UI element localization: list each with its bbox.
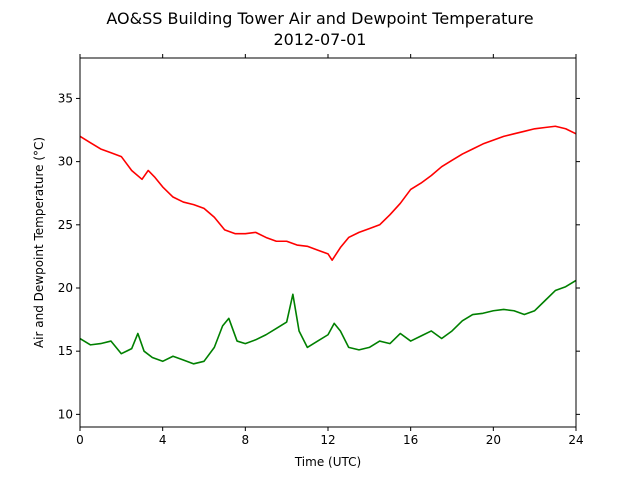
series-line-1 bbox=[79, 279, 577, 365]
x-axis-label: Time (UTC) bbox=[294, 455, 361, 469]
x-tick-label: 4 bbox=[159, 433, 167, 447]
y-axis: 10 15 20 25 30 35 bbox=[58, 91, 580, 421]
plot-series bbox=[79, 125, 577, 365]
x-tick-label: 20 bbox=[486, 433, 501, 447]
x-tick-label: 12 bbox=[320, 433, 335, 447]
y-tick-label: 15 bbox=[58, 344, 73, 358]
series-line-0 bbox=[79, 125, 577, 261]
x-tick-label: 16 bbox=[403, 433, 418, 447]
y-tick-label: 10 bbox=[58, 407, 73, 421]
plot-frame bbox=[79, 57, 577, 428]
x-tick-label: 8 bbox=[242, 433, 250, 447]
chart-title: AO&SS Building Tower Air and Dewpoint Te… bbox=[106, 9, 533, 28]
y-tick-label: 20 bbox=[58, 281, 73, 295]
x-axis: 0 4 8 12 16 20 24 bbox=[76, 54, 584, 447]
y-axis-label: Air and Dewpoint Temperature (°C) bbox=[32, 137, 46, 348]
y-tick-label: 30 bbox=[58, 155, 73, 169]
x-tick-label: 0 bbox=[76, 433, 84, 447]
y-tick-label: 25 bbox=[58, 218, 73, 232]
chart-subtitle: 2012-07-01 bbox=[274, 30, 367, 49]
y-tick-label: 35 bbox=[58, 91, 73, 105]
x-tick-label: 24 bbox=[568, 433, 583, 447]
